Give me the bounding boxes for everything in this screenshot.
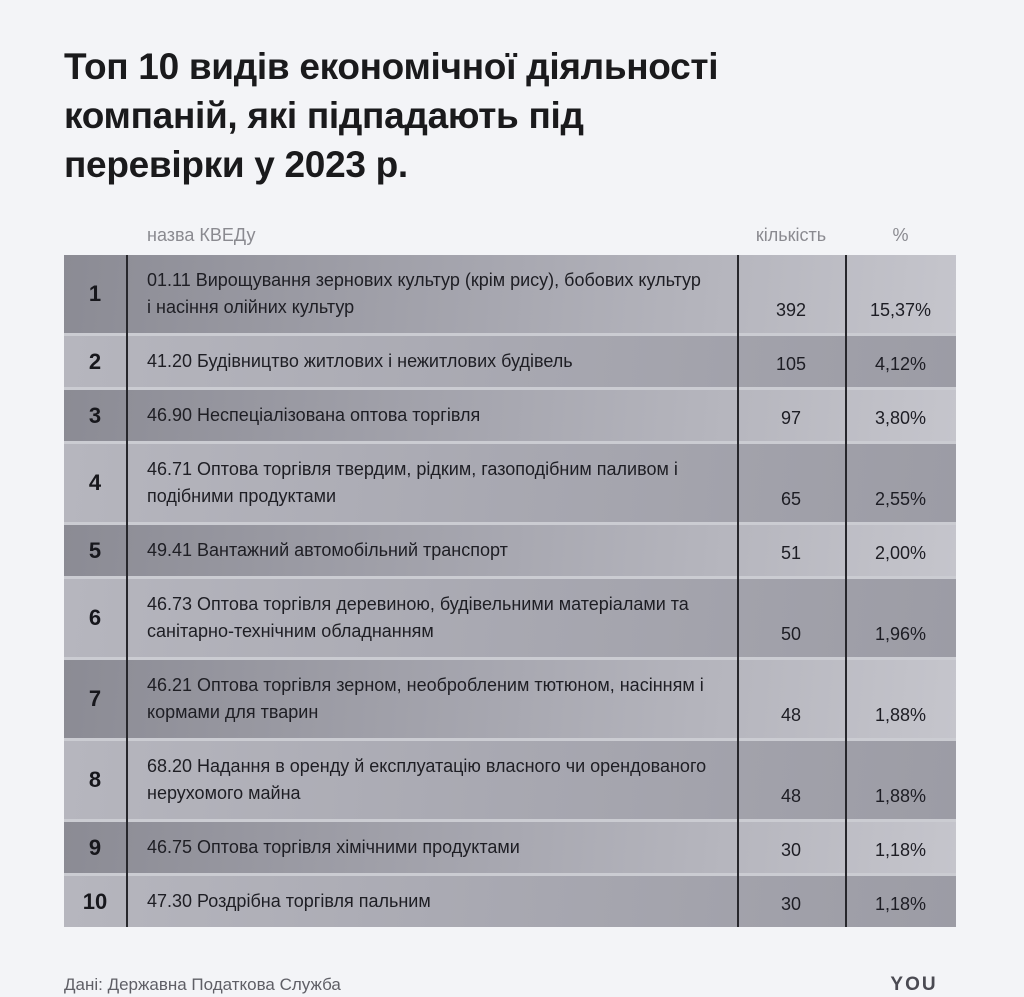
title-line-1: Топ 10 видів економічної діяльності — [64, 46, 719, 87]
column-header-count: кількість — [755, 225, 827, 245]
rank-cell: 2 — [88, 348, 102, 374]
rank-cell: 9 — [88, 834, 102, 860]
kved-name-cell: 46.73 Оптова торгівля деревиною, будівел… — [147, 594, 689, 641]
rank-cell: 1 — [88, 281, 102, 306]
count-cell: 65 — [780, 489, 802, 509]
kved-name-cell: 49.41 Вантажний автомобільний транспорт — [147, 540, 508, 560]
kved-name-cell: 41.20 Будівництво житлових і нежитлових … — [147, 351, 573, 371]
title-line-2: компаній, які підпадають під — [64, 95, 584, 136]
credits: Дані: Державна Податкова Служба Аналітик… — [64, 971, 341, 997]
rank-cell: 4 — [88, 470, 102, 495]
percent-cell: 3,80% — [874, 408, 927, 428]
count-cell: 392 — [775, 300, 807, 320]
kved-name-cell: 46.90 Неспеціалізована оптова торгівля — [147, 405, 481, 425]
kved-name-cell: 46.71 Оптова торгівля твердим, рідким, г… — [147, 459, 678, 506]
table-row: 4 46.71 Оптова торгівля твердим, рідким,… — [64, 441, 956, 522]
count-cell: 48 — [780, 786, 802, 806]
table-row: 8 68.20 Надання в оренду й експлуатацію … — [64, 738, 956, 819]
rank-cell: 3 — [88, 402, 102, 428]
column-header-percent: % — [892, 225, 909, 245]
percent-cell: 2,55% — [874, 489, 927, 509]
count-cell: 50 — [780, 624, 802, 644]
percent-cell: 15,37% — [869, 300, 932, 320]
percent-cell: 1,88% — [874, 786, 927, 806]
count-cell: 105 — [775, 354, 807, 374]
percent-cell: 1,88% — [874, 705, 927, 725]
count-cell: 48 — [780, 705, 802, 725]
column-header-name: назва КВЕДу — [147, 225, 256, 245]
table-row: 3 46.90 Неспеціалізована оптова торгівля… — [64, 387, 956, 441]
table-row: 2 41.20 Будівництво житлових і нежитлови… — [64, 333, 956, 387]
table-row: 7 46.21 Оптова торгівля зерном, необробл… — [64, 657, 956, 738]
footer: Дані: Державна Податкова Служба Аналітик… — [64, 971, 963, 997]
percent-cell: 2,00% — [874, 543, 927, 563]
rank-cell: 7 — [88, 686, 102, 711]
kved-name-cell: 01.11 Вирощування зернових культур (крім… — [147, 270, 701, 317]
percent-cell: 4,12% — [874, 354, 927, 374]
youcontrol-logo: YOU CON ROL — [863, 974, 963, 997]
percent-cell: 1,18% — [874, 894, 927, 914]
kved-name-cell: 46.21 Оптова торгівля зерном, необроблен… — [147, 675, 704, 722]
percent-cell: 1,18% — [874, 840, 927, 860]
rank-cell: 10 — [82, 888, 108, 914]
table-row: 5 49.41 Вантажний автомобільний транспор… — [64, 522, 956, 576]
column-headers: назва КВЕДу кількість % — [64, 225, 956, 246]
data-source-text: Дані: Державна Податкова Служба — [64, 975, 341, 994]
count-column-divider-line — [737, 255, 739, 927]
count-cell: 30 — [780, 894, 802, 914]
kved-name-cell: 46.75 Оптова торгівля хімічними продукта… — [147, 837, 520, 857]
kved-table: 1 01.11 Вирощування зернових культур (кр… — [64, 255, 956, 927]
percent-cell: 1,96% — [874, 624, 927, 644]
title-line-3: перевірки у 2023 р. — [64, 144, 408, 185]
rank-cell: 5 — [88, 537, 102, 563]
table-row: 1 01.11 Вирощування зернових культур (кр… — [64, 255, 956, 333]
rank-cell: 8 — [88, 767, 102, 792]
logo-you-text: YOU — [890, 974, 938, 995]
table-row: 9 46.75 Оптова торгівля хімічними продук… — [64, 819, 956, 873]
rank-column-divider-line — [126, 255, 128, 927]
kved-name-cell: 68.20 Надання в оренду й експлуатацію вл… — [147, 756, 707, 803]
rank-cell: 6 — [88, 605, 102, 630]
count-cell: 97 — [780, 408, 802, 428]
kved-name-cell: 47.30 Роздрібна торгівля пальним — [147, 891, 431, 911]
percent-column-divider-line — [845, 255, 847, 927]
count-cell: 51 — [780, 543, 802, 563]
column-header-rank-spacer — [64, 225, 126, 246]
count-cell: 30 — [780, 840, 802, 860]
page-title: Топ 10 видів економічної діяльності комп… — [0, 0, 1024, 189]
table-row: 10 47.30 Роздрібна торгівля пальним 30 1… — [64, 873, 956, 927]
table-row: 6 46.73 Оптова торгівля деревиною, будів… — [64, 576, 956, 657]
